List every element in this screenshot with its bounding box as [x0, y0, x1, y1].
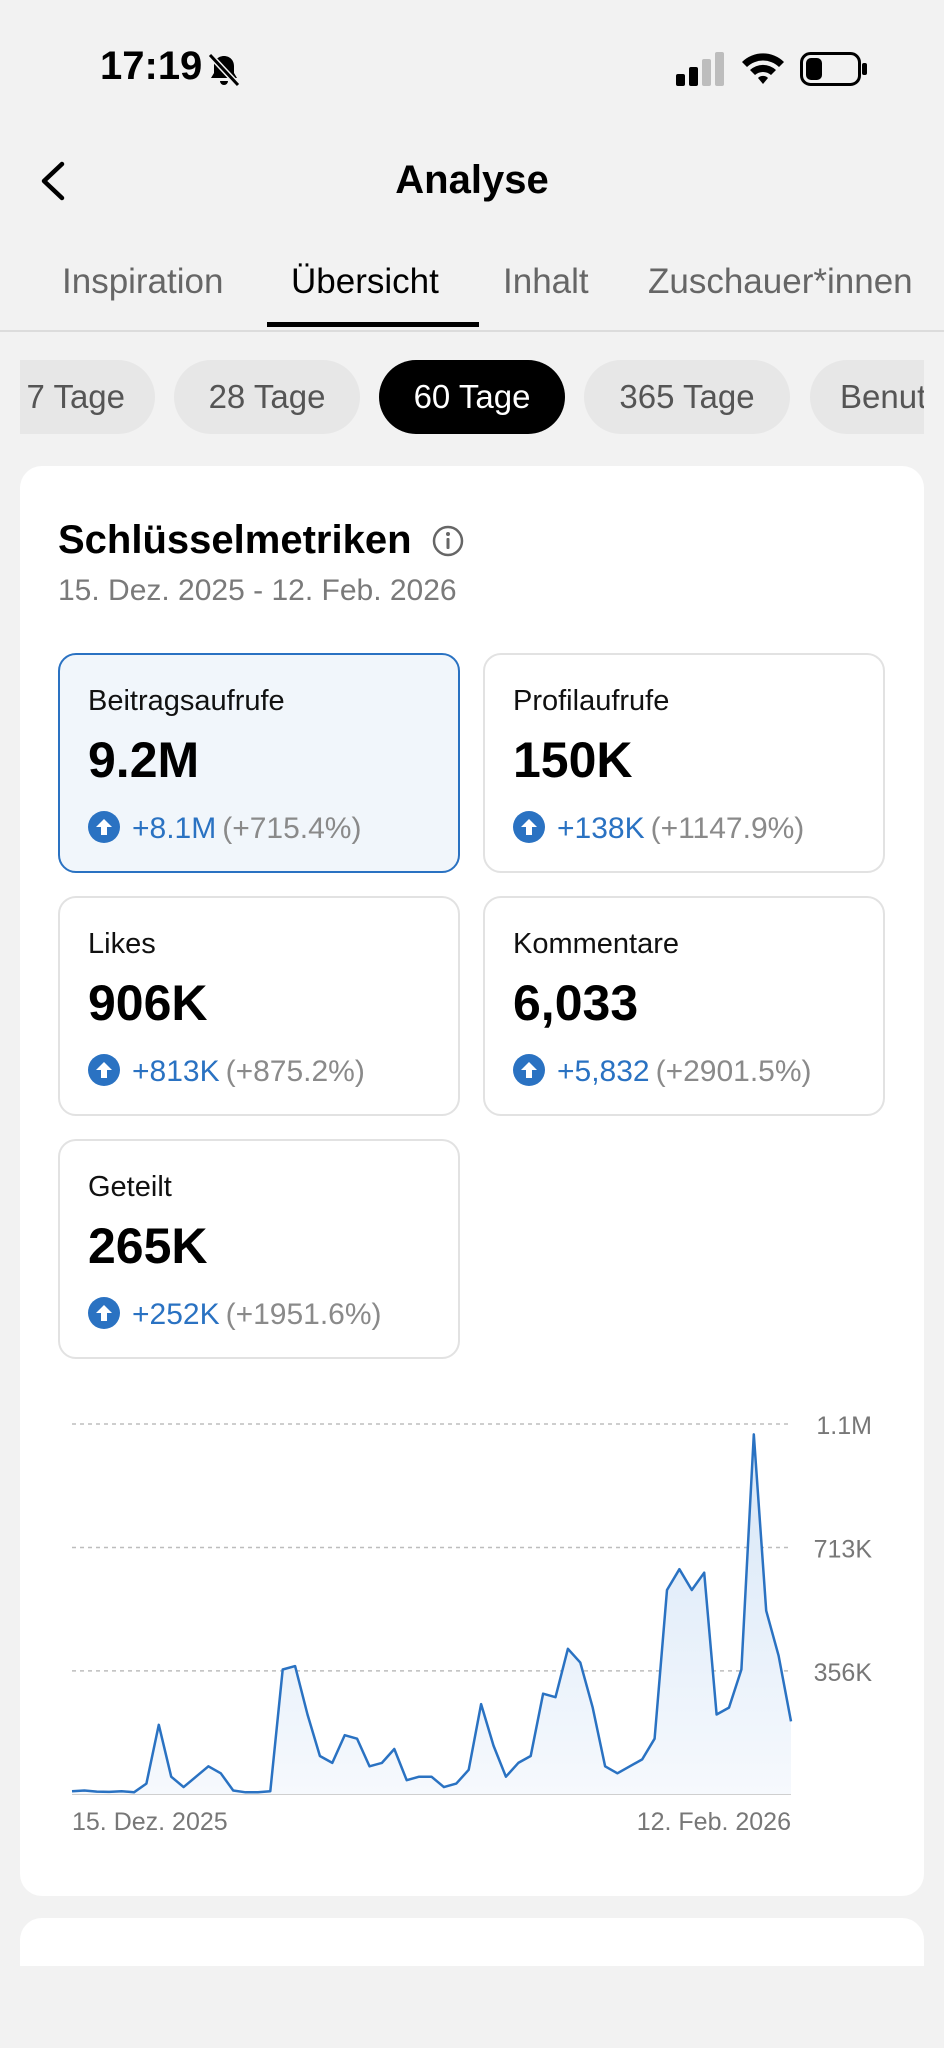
tab-uebersicht[interactable]: Übersicht: [291, 262, 439, 301]
arrow-up-circle-icon: [513, 1054, 545, 1086]
x-tick-label: 15. Dez. 2025: [72, 1808, 228, 1836]
tab-inhalt[interactable]: Inhalt: [503, 262, 589, 301]
metric-label: Geteilt: [88, 1171, 172, 1203]
metric-label: Beitragsaufrufe: [88, 685, 285, 717]
tab-zuschauer[interactable]: Zuschauer*innen: [648, 262, 913, 301]
back-chevron-icon[interactable]: [34, 158, 74, 204]
key-metrics-card: Schlüsselmetriken 15. Dez. 2025 - 12. Fe…: [20, 466, 924, 1896]
y-tick-label: 1.1M: [816, 1412, 872, 1440]
range-chip-28-tage[interactable]: 28 Tage: [174, 360, 360, 434]
metric-value: 9.2M: [88, 732, 200, 788]
metric-change: +8.1M (+715.4%): [88, 811, 361, 846]
arrow-up-circle-icon: [88, 1054, 120, 1086]
y-tick-label: 356K: [814, 1659, 873, 1687]
arrow-up-circle-icon: [88, 811, 120, 843]
metric-likes[interactable]: Likes 906K +813K (+875.2%): [58, 896, 460, 1116]
metric-percent: (+2901.5%): [655, 1055, 812, 1088]
metric-value: 150K: [513, 732, 633, 788]
metric-delta: +138K: [557, 812, 645, 845]
active-tab-indicator: [267, 322, 479, 327]
cellular-signal-icon: [676, 52, 724, 86]
metric-percent: (+1147.9%): [650, 812, 805, 845]
metric-value: 6,033: [513, 975, 639, 1031]
range-chip-60-tage[interactable]: 60 Tage: [379, 360, 565, 434]
range-selector: 7 Tage 28 Tage 60 Tage 365 Tage Benutzer…: [20, 358, 924, 438]
metric-value: 265K: [88, 1218, 208, 1274]
metric-delta: +5,832: [557, 1055, 650, 1088]
page-title: Analyse: [395, 158, 549, 202]
arrow-up-circle-icon: [513, 811, 545, 843]
date-range: 15. Dez. 2025 - 12. Feb. 2026: [58, 574, 457, 607]
metric-change: +138K (+1147.9%): [513, 811, 804, 846]
range-chip-365-tage[interactable]: 365 Tage: [584, 360, 790, 434]
y-tick-label: 713K: [814, 1535, 873, 1563]
metric-beitragsaufrufe[interactable]: Beitragsaufrufe 9.2M +8.1M (+715.4%): [58, 653, 460, 873]
metric-label: Profilaufrufe: [513, 685, 670, 717]
metric-change: +5,832 (+2901.5%): [513, 1054, 812, 1089]
series-line: [71, 1433, 793, 1794]
metric-profilaufrufe[interactable]: Profilaufrufe 150K +138K (+1147.9%): [483, 653, 885, 873]
metric-label: Kommentare: [513, 928, 680, 960]
tab-inspiration[interactable]: Inspiration: [62, 262, 224, 301]
status-time: 17:19: [100, 44, 203, 88]
metric-delta: +252K: [132, 1298, 220, 1331]
tab-bar: Inspiration Übersicht Inhalt Zuschauer*i…: [0, 250, 944, 332]
range-chip-benutzerdefiniert[interactable]: Benutzerdefiniert: [810, 360, 924, 434]
bottom-area: [0, 1966, 944, 2048]
metric-percent: (+875.2%): [225, 1055, 365, 1088]
battery-icon: [800, 52, 867, 86]
wifi-icon: [742, 53, 784, 84]
metric-value: 906K: [88, 975, 208, 1031]
series-area: [72, 1434, 791, 1794]
metric-delta: +8.1M: [132, 812, 217, 845]
metric-label: Likes: [88, 928, 156, 960]
bell-muted-icon: [207, 52, 241, 88]
nav-header: Analyse: [0, 140, 944, 220]
views-chart[interactable]: 1.1M 713K 356K 15. Dez. 2025 12. Feb. 2026: [20, 466, 924, 1896]
status-bar: 17:19: [0, 0, 944, 135]
metric-delta: +813K: [132, 1055, 220, 1088]
metric-percent: (+1951.6%): [225, 1298, 382, 1331]
metric-percent: (+715.4%): [222, 812, 362, 845]
card-title: Schlüsselmetriken: [58, 518, 412, 562]
metric-kommentare[interactable]: Kommentare 6,033 +5,832 (+2901.5%): [483, 896, 885, 1116]
metric-change: +252K (+1951.6%): [88, 1297, 382, 1332]
range-chip-7-tage[interactable]: 7 Tage: [20, 360, 155, 434]
metric-geteilt[interactable]: Geteilt 265K +252K (+1951.6%): [58, 1139, 460, 1359]
metric-change: +813K (+875.2%): [88, 1054, 365, 1089]
info-icon[interactable]: [431, 524, 465, 558]
arrow-up-circle-icon: [88, 1297, 120, 1329]
x-tick-label: 12. Feb. 2026: [637, 1808, 791, 1836]
